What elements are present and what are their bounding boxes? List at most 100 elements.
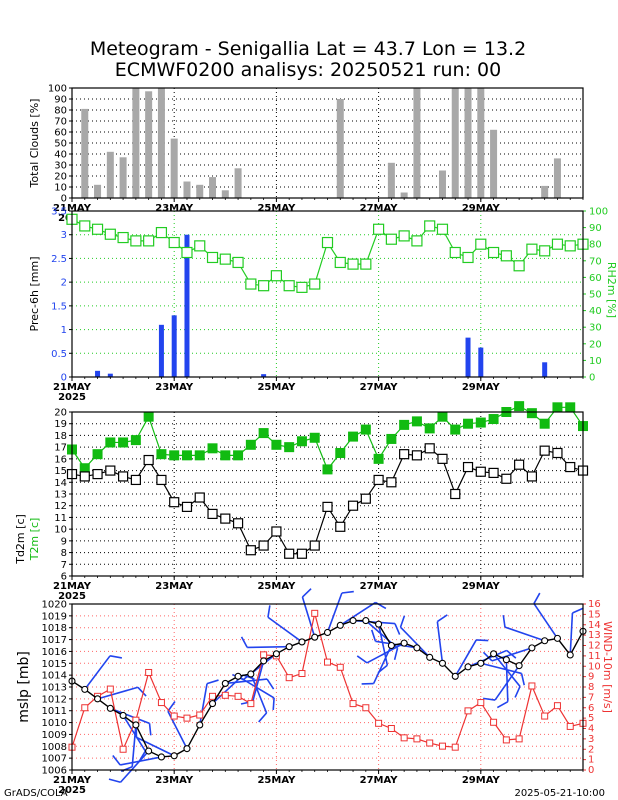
- td2m-point: [488, 467, 499, 479]
- td2m-point: [117, 471, 129, 482]
- rh-point: [206, 251, 219, 264]
- mslp-point: [119, 711, 127, 720]
- td2m-point: [232, 518, 244, 529]
- td2m-point: [296, 548, 308, 559]
- wind-barb-staff: [250, 673, 268, 714]
- t2m-point: [271, 439, 282, 450]
- t2m-point: [348, 431, 359, 442]
- wind-point: [106, 685, 114, 693]
- ytick2-label: 0: [589, 373, 595, 384]
- wind-barb-staff: [505, 659, 509, 702]
- ytick2-label: 13: [588, 630, 601, 641]
- ytick2-label: 7: [588, 692, 594, 703]
- rh-point: [104, 228, 116, 240]
- cloud-bar: [541, 185, 549, 198]
- rh-point: [219, 253, 231, 265]
- ytick-label: 30: [54, 161, 67, 172]
- ylabel-mslp: mslp [mb]: [16, 651, 32, 723]
- ytick2-label: 5: [588, 713, 594, 724]
- ytick2-label: 2: [588, 744, 594, 755]
- mslp-point: [132, 721, 140, 729]
- td2m-point: [373, 474, 384, 486]
- precip-bar: [465, 337, 471, 377]
- ytick-label: 19: [54, 419, 67, 430]
- ytick-label: 20: [54, 172, 67, 183]
- mslp-point: [145, 747, 153, 755]
- mslp-point: [349, 617, 357, 625]
- wind-barb-staff: [494, 665, 520, 701]
- t2m-point: [220, 450, 231, 461]
- wind-barb-flag: [394, 623, 401, 635]
- td2m-point: [245, 545, 256, 556]
- rh-point: [245, 278, 257, 290]
- wind-barb-staff: [131, 724, 137, 767]
- mslp-point: [234, 672, 242, 680]
- rh-point: [155, 226, 168, 239]
- panel-total-clouds: 010203040506070809010021MAY202523MAY25MA…: [28, 84, 584, 224]
- ytick-label: 50: [54, 139, 67, 150]
- ytick2-label: 8: [588, 682, 594, 693]
- cloud-bar: [490, 129, 498, 198]
- xtick-label: 29MAY: [462, 382, 501, 393]
- ytick-label: 11: [54, 513, 67, 524]
- rh-point: [539, 245, 551, 257]
- ytick-label: 1006: [42, 766, 67, 777]
- wind-barb-staff: [491, 647, 533, 662]
- td2m-point: [143, 454, 154, 466]
- ytick-label: 20: [54, 408, 67, 419]
- xtick-label: 23MAY: [155, 775, 194, 786]
- mslp-point: [170, 752, 178, 760]
- ytick2-label: 0: [588, 765, 594, 776]
- cloud-bar: [106, 151, 114, 198]
- cloud-bar: [157, 88, 165, 198]
- precip-bar: [261, 374, 267, 377]
- wind-barb-flag: [301, 588, 312, 598]
- cloud-bar: [477, 88, 485, 198]
- t2m-point: [335, 448, 346, 458]
- ytick-label: 1007: [42, 754, 67, 765]
- wind-point: [247, 700, 255, 708]
- td2m-point: [92, 468, 103, 480]
- ytick-label: 70: [54, 117, 67, 128]
- wind-point: [438, 742, 446, 750]
- td2m-point: [156, 474, 167, 486]
- ytick2-label: 90: [589, 223, 602, 234]
- xtick-label: 21MAY: [53, 382, 92, 393]
- ytick2-label: 30: [589, 323, 602, 334]
- mslp-point: [311, 633, 319, 641]
- wind-point: [311, 609, 319, 617]
- wind-point: [145, 668, 153, 676]
- precip-bar: [478, 347, 484, 377]
- t2m-point: [437, 411, 448, 422]
- ytick-label: 8: [61, 548, 67, 559]
- xtick-year: 2025: [58, 591, 86, 602]
- rh-point: [564, 240, 576, 252]
- ytick2-label: 12: [588, 641, 601, 652]
- td2m-point: [105, 465, 116, 476]
- xtick-label: 29MAY: [462, 775, 501, 786]
- xtick-label: 27MAY: [360, 203, 399, 214]
- t2m-point: [488, 414, 499, 425]
- rh-point: [91, 223, 104, 235]
- mslp-point: [528, 644, 536, 652]
- cloud-bar: [132, 88, 140, 198]
- rh-point: [487, 246, 500, 259]
- wind-point: [413, 735, 421, 743]
- mslp-point: [413, 644, 421, 652]
- wind-point: [260, 651, 268, 659]
- rh-point: [373, 223, 385, 235]
- ytick-label: 1016: [42, 647, 67, 658]
- t2m-point: [233, 450, 244, 461]
- mslp-point: [502, 656, 510, 664]
- ylabel-t2m: T2m [c]: [28, 518, 41, 562]
- rh-point: [360, 258, 372, 270]
- ytick2-label: 70: [589, 256, 602, 267]
- td2m-point: [322, 501, 333, 512]
- rh-point: [398, 230, 410, 242]
- td2m-point: [399, 449, 410, 460]
- mslp-point: [196, 721, 204, 729]
- t2m-point: [399, 419, 410, 430]
- t2m-point: [526, 408, 537, 419]
- wind-barb-staff: [569, 613, 574, 656]
- chart-title-line2: ECMWF0200 analisys: 20250521 run: 00: [115, 59, 501, 81]
